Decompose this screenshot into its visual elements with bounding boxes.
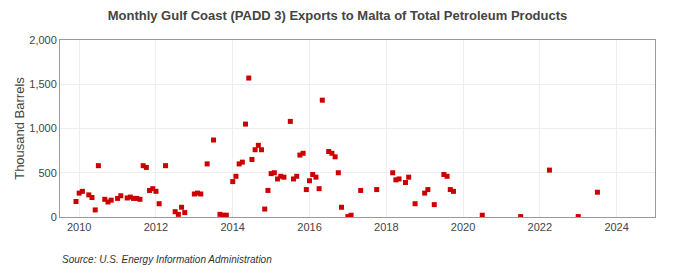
svg-text:Source: U.S. Energy Informatio: Source: U.S. Energy Information Administ… bbox=[62, 254, 272, 265]
svg-text:2014: 2014 bbox=[220, 221, 244, 233]
svg-text:2022: 2022 bbox=[528, 221, 552, 233]
svg-text:500: 500 bbox=[38, 167, 56, 179]
svg-text:2016: 2016 bbox=[297, 221, 321, 233]
svg-text:1,500: 1,500 bbox=[29, 78, 57, 90]
svg-text:2020: 2020 bbox=[451, 221, 475, 233]
svg-text:0: 0 bbox=[51, 211, 57, 223]
svg-text:Thousand Barrels: Thousand Barrels bbox=[12, 77, 27, 180]
svg-text:2018: 2018 bbox=[374, 221, 398, 233]
svg-text:Monthly Gulf Coast (PADD 3) Ex: Monthly Gulf Coast (PADD 3) Exports to M… bbox=[108, 8, 568, 23]
svg-text:2012: 2012 bbox=[144, 221, 168, 233]
svg-text:2010: 2010 bbox=[67, 221, 91, 233]
svg-text:2024: 2024 bbox=[604, 221, 628, 233]
svg-text:1,000: 1,000 bbox=[29, 122, 57, 134]
svg-text:2,000: 2,000 bbox=[29, 34, 57, 46]
